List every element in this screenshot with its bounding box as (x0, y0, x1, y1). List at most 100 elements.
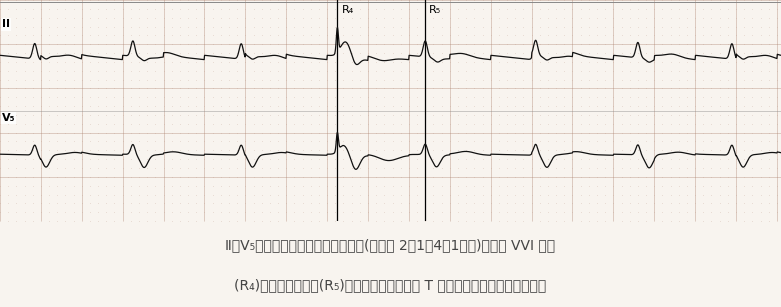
Point (18, 51, 30, 56)
Point (362, 157, 374, 161)
Point (574, 210, 587, 215)
Point (501, 219, 513, 223)
Point (231, 42, 244, 47)
Point (84, 15, 96, 20)
Point (672, 86, 685, 91)
Point (476, 201, 489, 206)
Point (51, 86, 63, 91)
Point (354, 121, 366, 126)
Point (34, 121, 47, 126)
Point (493, 68, 505, 73)
Point (656, 95, 669, 100)
Point (419, 112, 432, 117)
Point (689, 183, 701, 188)
Point (672, 121, 685, 126)
Point (713, 139, 726, 144)
Point (296, 112, 308, 117)
Point (34, 210, 47, 215)
Point (762, 86, 775, 91)
Point (411, 77, 423, 82)
Point (264, 139, 276, 144)
Point (517, 219, 530, 223)
Point (468, 15, 480, 20)
Point (697, 15, 710, 20)
Point (533, 219, 546, 223)
Point (248, 6, 260, 11)
Point (264, 201, 276, 206)
Point (558, 157, 571, 161)
Point (665, 148, 677, 153)
Point (387, 24, 399, 29)
Point (394, 60, 407, 64)
Point (665, 174, 677, 179)
Point (632, 24, 644, 29)
Point (133, 95, 145, 100)
Point (762, 157, 775, 161)
Point (84, 148, 96, 153)
Point (255, 0, 268, 2)
Point (305, 60, 317, 64)
Point (67, 86, 80, 91)
Point (484, 183, 497, 188)
Point (501, 139, 513, 144)
Point (501, 210, 513, 215)
Point (223, 15, 235, 20)
Point (665, 112, 677, 117)
Point (2, 130, 14, 135)
Point (255, 95, 268, 100)
Point (223, 6, 235, 11)
Point (451, 112, 464, 117)
Point (248, 130, 260, 135)
Point (10, 174, 23, 179)
Point (550, 104, 562, 109)
Point (411, 130, 423, 135)
Point (76, 33, 88, 38)
Point (10, 15, 23, 20)
Point (607, 148, 619, 153)
Point (362, 77, 374, 82)
Point (43, 112, 55, 117)
Point (100, 112, 112, 117)
Point (681, 201, 694, 206)
Point (231, 24, 244, 29)
Point (476, 148, 489, 153)
Point (215, 148, 227, 153)
Point (370, 86, 383, 91)
Point (173, 148, 186, 153)
Point (10, 68, 23, 73)
Point (280, 104, 292, 109)
Point (378, 95, 390, 100)
Point (198, 33, 211, 38)
Point (27, 219, 39, 223)
Point (607, 15, 619, 20)
Point (451, 157, 464, 161)
Point (337, 24, 350, 29)
Point (378, 148, 390, 153)
Point (272, 112, 284, 117)
Point (182, 219, 194, 223)
Point (10, 42, 23, 47)
Point (542, 219, 555, 223)
Point (305, 192, 317, 197)
Point (206, 15, 219, 20)
Point (133, 210, 145, 215)
Point (754, 148, 767, 153)
Point (67, 174, 80, 179)
Point (632, 68, 644, 73)
Point (378, 0, 390, 2)
Point (403, 165, 415, 170)
Point (623, 104, 636, 109)
Point (705, 68, 718, 73)
Point (362, 60, 374, 64)
Point (689, 165, 701, 170)
Point (116, 68, 129, 73)
Point (173, 121, 186, 126)
Point (656, 139, 669, 144)
Point (509, 60, 522, 64)
Point (190, 201, 202, 206)
Point (362, 201, 374, 206)
Point (149, 219, 162, 223)
Point (329, 42, 341, 47)
Point (321, 24, 333, 29)
Point (354, 139, 366, 144)
